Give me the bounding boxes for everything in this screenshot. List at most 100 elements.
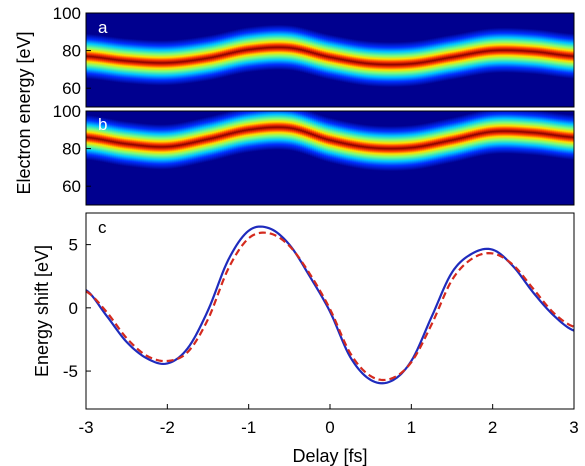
panel-a-ridge-column <box>208 35 211 81</box>
panel-b-ridge-column <box>114 119 117 165</box>
panel-a-ridge-column <box>522 28 525 74</box>
panel-a-ridge-column <box>402 41 405 87</box>
panel-b-label: b <box>98 115 107 134</box>
panel-b-ridge-column <box>230 111 233 157</box>
panel-b-ridge-column <box>154 124 157 170</box>
panel-a-ridge-column <box>504 27 507 73</box>
panel-a-ridge-column <box>252 26 255 72</box>
panel-a-ridge-column <box>422 39 425 85</box>
panel-a-ridge-column <box>102 35 105 81</box>
panel-a-ridge-column <box>222 32 225 78</box>
panel-a: 60 80 100 a <box>53 4 575 108</box>
panel-a-ridge-column <box>494 27 497 74</box>
panel-b-ridge-column <box>204 117 207 163</box>
panel-b-ridge-column <box>102 117 105 163</box>
panel-a-ridge-column <box>184 38 187 84</box>
panel-a-ridge-column <box>176 39 179 85</box>
panel-b-ridge-column <box>142 123 145 169</box>
panel-a-ridge-column <box>272 24 275 70</box>
panel-b-ridge-column <box>290 111 293 151</box>
panel-a-ridge-column <box>300 27 303 73</box>
panel-a-ridge-column <box>438 36 441 83</box>
panel-b-ridge-column <box>490 111 493 155</box>
panel-a-ridge-column <box>304 28 307 74</box>
panel-b-ridge-column <box>236 111 239 155</box>
panel-b-ridge-column <box>180 122 183 168</box>
panel-c-lines <box>86 225 574 385</box>
panel-a-ridge-column <box>374 41 377 87</box>
panel-b-ridge-column <box>452 117 455 163</box>
panel-b-ridge-column <box>246 111 249 153</box>
panel-a-ridge-column <box>220 32 223 79</box>
panel-b-ridge-column <box>504 111 507 154</box>
panel-b-ridge-column <box>512 111 515 154</box>
panel-a-ridge-column <box>398 41 401 88</box>
panel-a-ridge-column <box>546 30 549 76</box>
panel-a-ridge-column <box>142 39 145 85</box>
panel-a-ridge-column <box>412 41 415 87</box>
panel-a-ridge-column <box>152 40 155 86</box>
panel-b-ridge-column <box>550 112 553 158</box>
panel-a-ridge-column <box>416 40 419 86</box>
panel-a-ridge-column <box>448 35 451 81</box>
panel-a-ridge-column <box>408 41 411 87</box>
panel-b-y-tick-label: 60 <box>62 177 81 196</box>
panel-a-ridge-column <box>168 40 171 86</box>
panel-b-ridge-column <box>206 116 209 162</box>
panel-b-ridge-column <box>98 116 101 162</box>
panel-a-ridge-column <box>290 25 293 71</box>
panel-b-ridge-column <box>128 121 131 167</box>
panel-b-ridge-column <box>388 126 391 172</box>
panel-b-ridge-column <box>288 111 291 151</box>
panel-b-ridge-column <box>256 111 259 152</box>
panel-a-ridge-column <box>390 42 393 88</box>
panel-a-ridge-column <box>572 33 574 79</box>
panel-a-ridge-column <box>244 27 247 73</box>
panel-a-ridge-column <box>204 36 207 82</box>
panel-a-ridge-column <box>542 29 545 76</box>
panel-b-ridge-column <box>410 125 413 171</box>
panel-a-ridge-column <box>534 29 537 75</box>
panel-c-x-tick-label: 3 <box>569 418 578 437</box>
panel-a-ridge-column <box>206 35 209 81</box>
panel-b-y-ticks: 60 80 100 <box>53 102 91 196</box>
panel-a-ridge-column <box>132 38 135 85</box>
panel-a-ridge-column <box>104 35 107 81</box>
panel-b-ridge-column <box>536 111 539 156</box>
panel-b-ridge-column <box>280 111 283 150</box>
panel-a-ridge-column <box>224 31 227 78</box>
dashed-energy-shift-curve <box>86 231 574 382</box>
panel-b-ridge-column <box>372 125 375 171</box>
panel-a-ridge-column <box>92 34 95 80</box>
panel-b-ridge-column <box>160 124 163 170</box>
panel-a-ridge-column <box>214 34 217 80</box>
panel-a-ridge-column <box>122 38 125 84</box>
panel-a-ridge-column <box>194 37 197 83</box>
panel-a-ridge-column <box>442 36 445 82</box>
panel-a-ridge-column <box>488 28 491 74</box>
panel-b-ridge-column <box>200 118 203 164</box>
panel-a-ridge-column <box>236 29 239 75</box>
panel-a-ridge-column <box>302 27 305 73</box>
panel-a-ridge-column <box>566 33 569 79</box>
panel-b-ridge-column <box>406 125 409 171</box>
panel-a-ridge-column <box>552 31 555 77</box>
panel-b-ridge-column <box>354 122 357 169</box>
panel-a-ridge-column <box>162 40 165 86</box>
panel-a-ridge-column <box>502 27 505 73</box>
panel-a-ridge-column <box>276 24 279 70</box>
panel-b-ridge-column <box>416 124 419 170</box>
panel-a-ridge-column <box>554 31 557 77</box>
panel-b-ridge-column <box>522 111 525 155</box>
panel-a-y-tick-label: 100 <box>53 4 81 23</box>
panel-b-ridge-column <box>250 111 253 153</box>
heatmap-y-axis-label: Electron energy [eV] <box>14 31 34 194</box>
panel-a-ridge-column <box>436 37 439 83</box>
panel-a-ridge-column <box>226 31 229 77</box>
panel-a-ridge-column <box>492 28 495 74</box>
panel-b-ridge-column <box>122 120 125 166</box>
panel-a-ridge-column <box>536 29 539 75</box>
panel-a-ridge-column <box>356 39 359 85</box>
panel-a-ridge-column <box>342 37 345 83</box>
